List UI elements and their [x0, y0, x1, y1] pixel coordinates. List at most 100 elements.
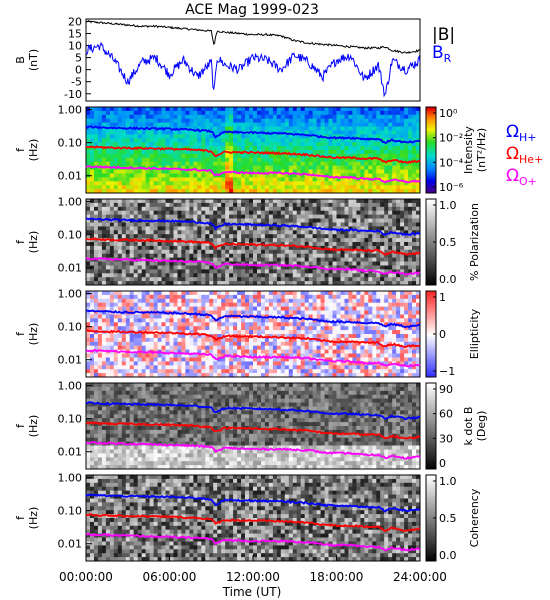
heatmap-cell: [316, 185, 322, 190]
heatmap-cell: [356, 146, 361, 151]
heatmap-cell: [264, 157, 270, 163]
heatmap-cell: [177, 306, 182, 311]
heatmap-cell: [241, 146, 246, 151]
heatmap-cell: [149, 334, 155, 339]
colorbar-tick-label: 10⁻⁶: [439, 181, 464, 194]
heatmap-cell: [133, 107, 139, 112]
heatmap-cell: [316, 177, 322, 182]
heatmap-cell: [90, 357, 95, 362]
heatmap-cell: [133, 118, 139, 124]
heatmap-cell: [392, 245, 397, 251]
heatmap-cell: [284, 330, 290, 335]
heatmap-cell: [312, 273, 318, 278]
heatmap-cell: [312, 138, 318, 143]
heatmap-cell: [296, 230, 302, 235]
heatmap-cell: [189, 122, 194, 127]
heatmap-cell: [360, 134, 365, 139]
heatmap-cell: [205, 330, 210, 335]
heatmap-cell: [312, 130, 318, 135]
heatmap-cell: [404, 242, 409, 247]
heatmap-cell: [264, 114, 270, 120]
heatmap-cell: [304, 245, 310, 251]
heatmap-cell: [332, 253, 337, 259]
heatmap-cell: [344, 206, 349, 212]
heatmap-cell: [284, 353, 290, 358]
y-tick-label: -5: [71, 76, 82, 89]
heatmap-cell: [109, 177, 115, 182]
heatmap-cell: [372, 173, 377, 178]
heatmap-cell: [304, 189, 310, 194]
heatmap-cell: [308, 161, 314, 167]
heatmap-cell: [197, 349, 202, 354]
omega-subscript: He+: [519, 153, 543, 166]
heatmap-cell: [177, 157, 182, 163]
heatmap-cell: [117, 202, 123, 208]
heatmap-cell: [213, 345, 218, 351]
heatmap-cell: [320, 210, 326, 216]
heatmap-cell: [105, 118, 111, 124]
heatmap-cell: [217, 146, 222, 151]
heatmap-cell: [221, 214, 226, 219]
heatmap-cell: [165, 157, 170, 163]
heatmap-cell: [296, 242, 302, 247]
heatmap-cell: [412, 273, 417, 278]
heatmap-cell: [101, 341, 107, 347]
heatmap-cell: [169, 153, 174, 159]
heatmap-cell: [348, 277, 353, 282]
heatmap-cell: [268, 138, 274, 143]
heatmap-cell: [90, 161, 95, 167]
heatmap-cell: [356, 206, 361, 212]
heatmap-cell: [189, 273, 194, 278]
heatmap-cell: [356, 107, 361, 112]
heatmap-cell: [344, 269, 349, 274]
heatmap-cell: [320, 126, 326, 131]
heatmap-cell: [412, 230, 417, 235]
heatmap-cell: [157, 257, 163, 262]
heatmap-cell: [213, 177, 218, 182]
heatmap-cell: [264, 353, 270, 358]
heatmap-cell: [264, 210, 270, 216]
heatmap-cell: [392, 118, 397, 124]
heatmap-cell: [245, 294, 250, 300]
heatmap-cell: [101, 318, 107, 323]
heatmap-cell: [86, 322, 91, 327]
heatmap-cell: [165, 242, 170, 247]
heatmap-cell: [392, 153, 397, 159]
heatmap-cell: [149, 210, 155, 216]
heatmap-cell: [161, 314, 166, 319]
heatmap-cell: [320, 214, 326, 219]
heatmap-cell: [181, 238, 186, 243]
heatmap-cell: [209, 107, 214, 112]
colorbar-segment: [426, 237, 436, 241]
heatmap-cell: [352, 226, 357, 231]
heatmap-cell: [249, 253, 254, 259]
heatmap-cell: [189, 261, 194, 266]
heatmap-cell: [276, 245, 282, 251]
heatmap-cell: [86, 134, 91, 139]
colorbar-segment: [426, 254, 436, 258]
heatmap-cell: [336, 257, 341, 262]
heatmap-cell: [241, 238, 246, 243]
heatmap-cell: [404, 173, 409, 178]
heatmap-cell: [185, 169, 190, 174]
heatmap-cell: [86, 365, 91, 370]
heatmap-cell: [292, 269, 298, 274]
heatmap-cell: [137, 181, 143, 186]
heatmap-cell: [169, 291, 174, 296]
heatmap-cell: [221, 357, 226, 362]
heatmap-cell: [348, 177, 353, 182]
heatmap-cell: [221, 199, 226, 204]
heatmap-cell: [372, 107, 377, 112]
heatmap-cell: [201, 126, 206, 131]
heatmap-cell: [94, 326, 99, 331]
heatmap-cell: [268, 334, 274, 339]
heatmap-cell: [388, 245, 393, 251]
heatmap-cell: [101, 294, 107, 300]
heatmap-cell: [257, 265, 262, 270]
heatmap-cell: [276, 181, 282, 186]
heatmap-cell: [237, 173, 242, 178]
heatmap-cell: [249, 353, 254, 358]
heatmap-cell: [229, 146, 234, 151]
heatmap-cell: [193, 126, 198, 131]
heatmap-cell: [316, 234, 322, 239]
